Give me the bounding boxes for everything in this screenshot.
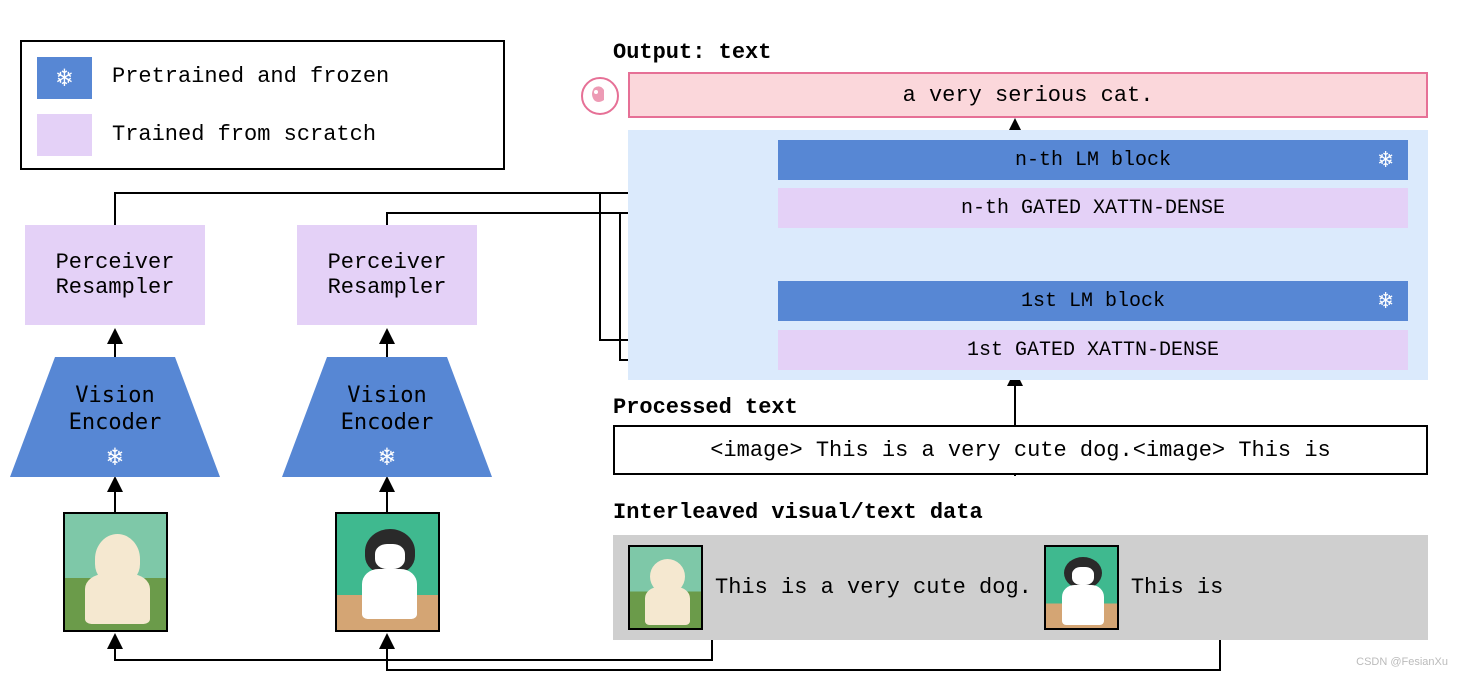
legend-scratch-swatch (37, 114, 92, 156)
perceiver-resampler-2: Perceiver Resampler (297, 225, 477, 325)
interleaved-box: This is a very cute dog. This is (613, 535, 1428, 640)
snowflake-icon: ❄ (1379, 145, 1393, 175)
svg-text:Vision: Vision (347, 383, 426, 408)
input-image-cat-1 (335, 512, 440, 632)
interleaved-text-1: This is a very cute dog. (715, 575, 1032, 600)
lm-block-1-label: 1st LM block (1021, 290, 1165, 313)
svg-text:Encoder: Encoder (69, 410, 162, 435)
xattn-block-1: 1st GATED XATTN-DENSE (778, 330, 1408, 370)
input-image-cat-2 (1044, 545, 1119, 630)
snowflake-icon: ❄ (1379, 286, 1393, 316)
snowflake-icon: ❄ (57, 63, 73, 94)
lm-block-n-label: n-th LM block (1015, 149, 1171, 172)
interleaved-text-2: This is (1131, 575, 1223, 600)
perceiver-resampler-1: Perceiver Resampler (25, 225, 205, 325)
xattn-block-n: n-th GATED XATTN-DENSE (778, 188, 1408, 228)
svg-text:❄: ❄ (379, 443, 395, 473)
output-text-box: a very serious cat. (628, 72, 1428, 118)
interleaved-label: Interleaved visual/text data (613, 500, 983, 525)
legend-box: ❄ Pretrained and frozen Trained from scr… (20, 40, 505, 170)
svg-text:Vision: Vision (75, 383, 154, 408)
output-label: Output: text (613, 40, 771, 65)
vision-encoder-2: Vision Encoder ❄ (282, 357, 492, 477)
legend-frozen-label: Pretrained and frozen (112, 64, 389, 89)
lm-block-n: n-th LM block ❄ (778, 140, 1408, 180)
legend-frozen-swatch: ❄ (37, 57, 92, 99)
lm-block-1: 1st LM block ❄ (778, 281, 1408, 321)
svg-text:❄: ❄ (107, 443, 123, 473)
flamingo-icon (580, 76, 620, 116)
input-image-dog-2 (628, 545, 703, 630)
legend-scratch-label: Trained from scratch (112, 122, 376, 147)
input-image-dog-1 (63, 512, 168, 632)
svg-text:Encoder: Encoder (341, 410, 434, 435)
processed-text-label: Processed text (613, 395, 798, 420)
vision-encoder-1: Vision Encoder ❄ (10, 357, 220, 477)
processed-text-box: <image> This is a very cute dog.<image> … (613, 425, 1428, 475)
watermark: CSDN @FesianXu (1356, 656, 1448, 668)
